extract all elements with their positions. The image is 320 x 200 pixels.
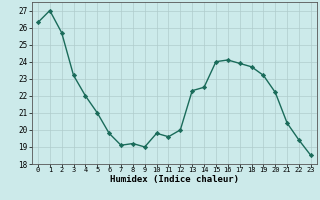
X-axis label: Humidex (Indice chaleur): Humidex (Indice chaleur) xyxy=(110,175,239,184)
